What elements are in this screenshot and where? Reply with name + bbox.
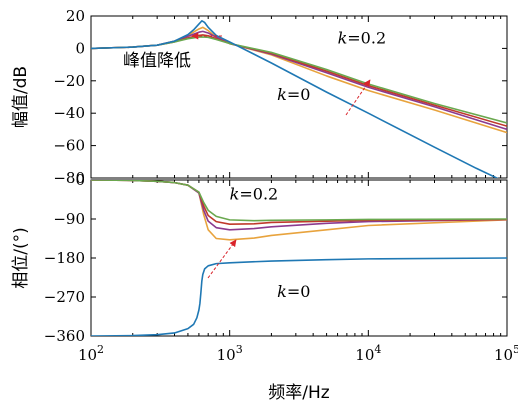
- magnitude-slope-arrow: [345, 79, 371, 116]
- magnitude-axes-frame: [90, 15, 508, 179]
- phase-rise-arrow: [207, 239, 237, 279]
- ytick-label: −180: [44, 249, 85, 267]
- series-line-k-0: [91, 257, 507, 336]
- ytick-label: −40: [53, 104, 85, 122]
- ytick-label: 0: [75, 171, 85, 189]
- annotation-label: k=0: [277, 282, 310, 301]
- ytick-label: −90: [53, 210, 85, 228]
- xtick-label: 105: [494, 343, 518, 364]
- annotation-label: k=0.2: [230, 185, 279, 204]
- x-axis-label: 频率/Hz: [268, 383, 330, 403]
- ytick-label: −360: [44, 327, 85, 345]
- ytick-label: −20: [53, 72, 85, 90]
- series-line-k-0.05: [91, 180, 507, 241]
- xtick-label: 103: [217, 343, 243, 364]
- magnitude-series: [91, 20, 507, 178]
- annotation-label: k=0.2: [338, 29, 387, 48]
- xtick-label: 102: [78, 343, 104, 364]
- ytick-label: −60: [53, 137, 85, 155]
- ytick-label: −270: [44, 288, 85, 306]
- phase-series: [91, 180, 507, 336]
- annotations: k=0.2 峰值降低 k=0 k=0.2 k=0: [123, 29, 386, 301]
- series-line-k-0.05: [91, 26, 507, 134]
- series-line-k-0.2: [91, 180, 507, 222]
- magnitude-ylabel: 幅值/dB: [11, 66, 31, 128]
- magnitude-ticks: 20 0 −20 −40 −60 −80: [53, 7, 507, 187]
- phase-ticks: 0 −90 −180 −270 −360: [44, 171, 507, 345]
- series-line-k-0.15: [91, 180, 507, 225]
- ytick-label: −80: [53, 169, 85, 187]
- phase-ylabel: 相位/(°): [11, 227, 31, 289]
- annotation-label: k=0: [277, 85, 310, 104]
- ytick-label: 20: [66, 7, 85, 25]
- ytick-label: 0: [75, 39, 85, 57]
- xtick-label: 104: [355, 343, 381, 364]
- series-line-k-0: [91, 20, 499, 178]
- x-ticks: 102 103 104 105: [78, 16, 518, 364]
- annotation-label: 峰值降低: [123, 51, 191, 71]
